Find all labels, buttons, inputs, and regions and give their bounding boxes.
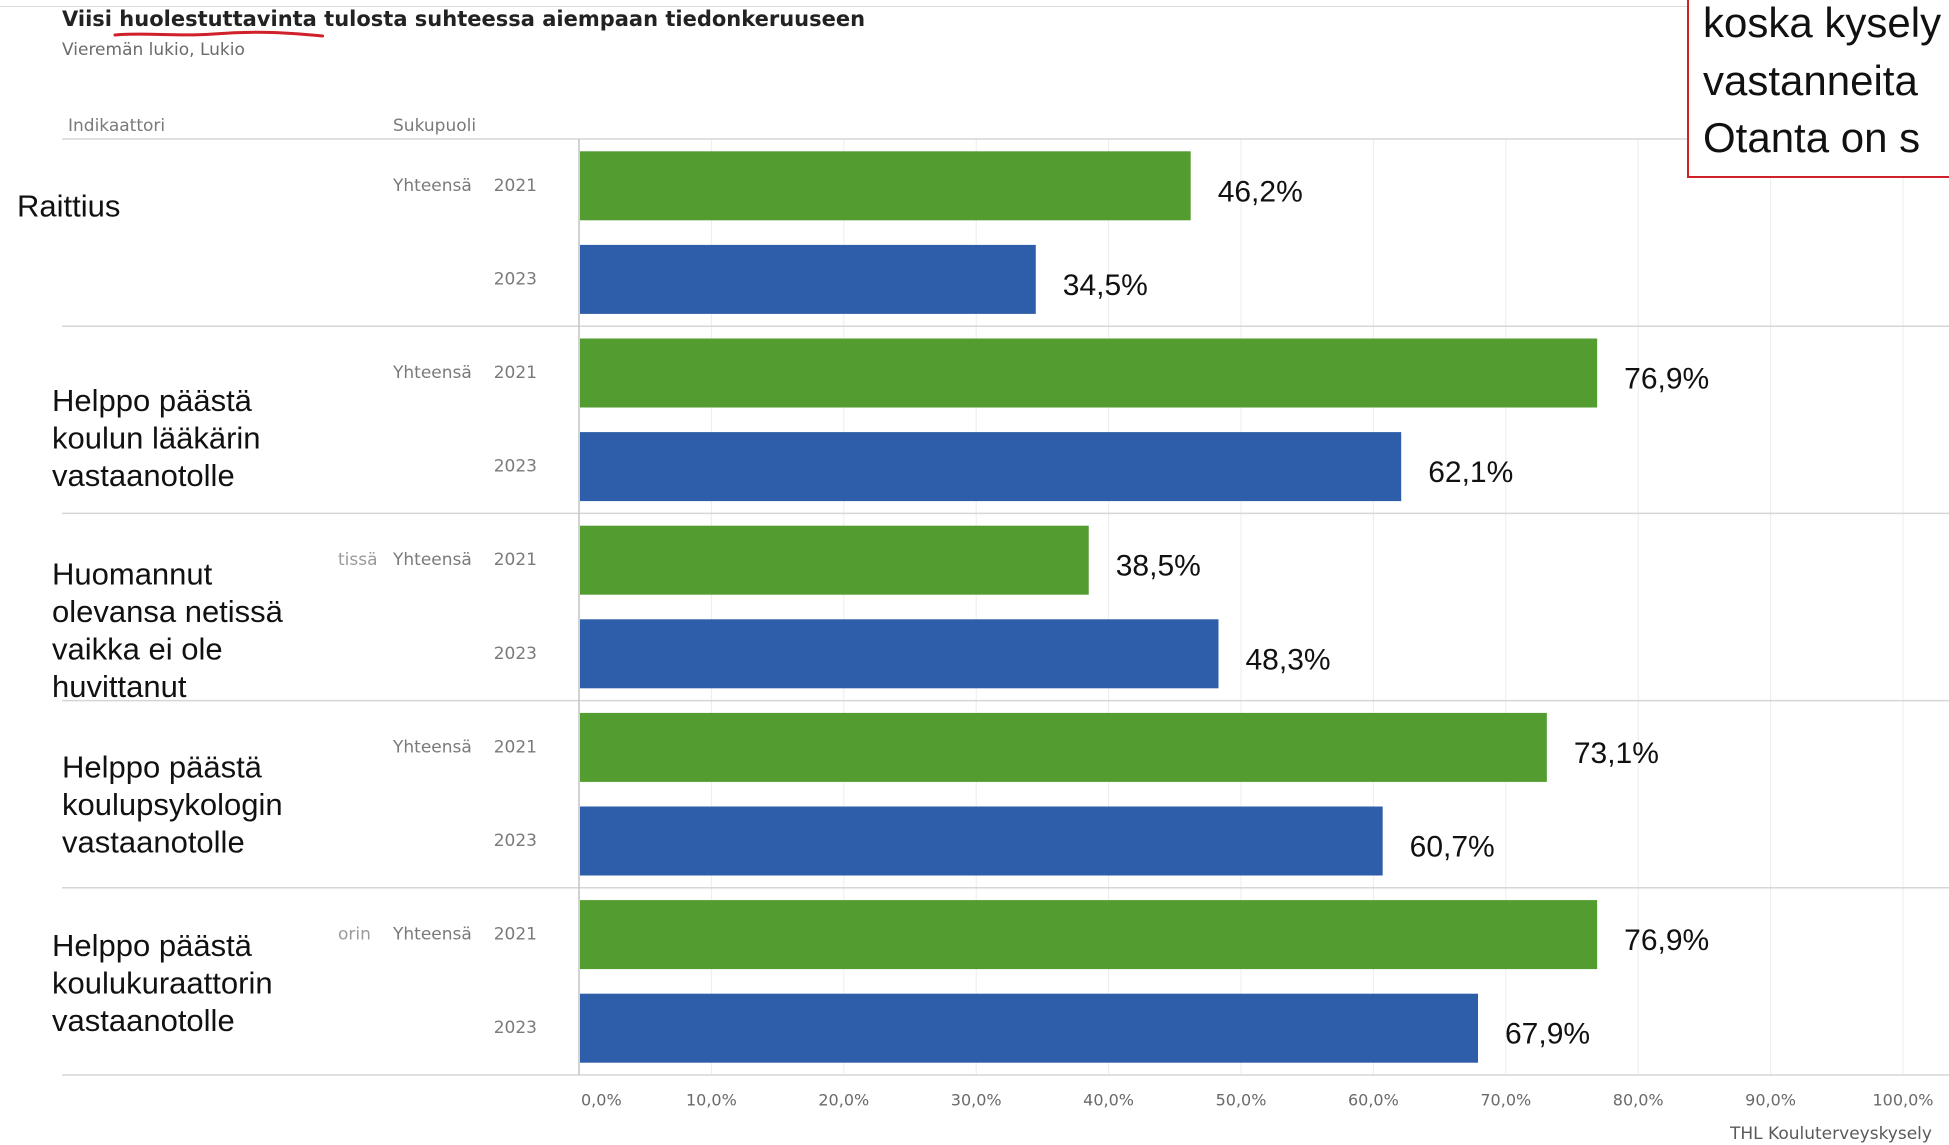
title-highlighted-word: huolestuttavinta [119,7,317,31]
indicator-label-line: vastaanotolle [52,458,235,493]
row-label-year: 2021 [494,176,537,196]
covered-label-fragment: orin [338,925,371,945]
indicator-label-line: vaikka ei ole [52,632,223,667]
bar-2023 [580,993,1478,1063]
data-label: 46,2% [1218,175,1303,208]
x-tick-label: 20,0% [818,1091,869,1110]
data-label: 34,5% [1063,269,1148,302]
covered-label-fragments: tissä orin [338,550,378,944]
indicator-label-line: huvittanut [52,669,187,704]
x-tick-label: 100,0% [1872,1091,1933,1110]
annotation-line-3: Otanta on s [1703,114,1921,161]
indicator-label-line: vastaanotolle [52,1003,235,1038]
row-label-year: 2021 [494,737,537,757]
row-label-year: 2023 [494,269,537,289]
x-tick-label: 70,0% [1480,1091,1531,1110]
indicator-label-line: Huomannut [52,557,213,592]
page-subtitle: Vieremän lukio, Lukio [62,40,245,60]
bar-2021 [580,338,1598,408]
x-tick-label: 80,0% [1613,1091,1664,1110]
row-label-gender: Yhteensä [392,363,472,383]
indicator-label-line: olevansa netissä [52,594,284,629]
bar-2023 [580,619,1219,689]
bar-2021 [580,712,1547,782]
indicator-label-line: Raittius [17,189,120,224]
annotation-line-2: vastanneita [1703,56,1918,104]
x-tick-label: 0,0% [581,1091,622,1110]
row-label-year: 2023 [494,831,537,851]
row-label-gender: Yhteensä [392,925,472,945]
bar-2021 [580,900,1598,970]
indicator-label-line: vastaanotolle [62,825,245,860]
red-handdrawn-underline [115,30,323,39]
row-label-gender: Yhteensä [392,550,472,570]
annotation-line-1: koska kysely [1703,0,1942,46]
x-tick-label: 30,0% [951,1091,1002,1110]
indicator-label-line: koulupsykologin [62,787,283,822]
x-tick-label: 60,0% [1348,1091,1399,1110]
bar-2023 [580,432,1402,502]
data-label: 48,3% [1245,643,1330,676]
row-label-year: 2023 [494,457,537,477]
row-label-gender: Yhteensä [392,176,472,196]
source-credit: THL Kouluterveyskysely [1730,1125,1932,1143]
x-tick-label: 90,0% [1745,1091,1796,1110]
page-title: Viisi huolestuttavinta tulosta suhteessa… [62,7,865,31]
column-header-gender: Sukupuoli [393,116,477,136]
bar-2021 [580,151,1191,221]
x-axis-tick-labels: 0,0% 10,0% 20,0% 30,0% 40,0% 50,0% 60,0% 70,0% 8… [581,1091,1934,1110]
indicator-label-line: Helppo päästä [62,750,263,785]
row-separators [62,138,1949,1076]
title-text-end: tulosta suhteessa aiempaan tiedonkeruuse… [316,7,866,31]
data-label: 76,9% [1624,924,1709,957]
data-label: 60,7% [1410,831,1495,864]
indicator-label-line: koulun lääkärin [52,421,261,456]
x-tick-label: 50,0% [1216,1091,1267,1110]
row-label-gender: Yhteensä [392,737,472,757]
x-tick-label: 10,0% [686,1091,737,1110]
row-labels: 2021 Yhteensä 2023 2021 Yhteensä 2023 2021 Yhte… [392,176,537,1038]
column-header-indicator: Indikaattori [68,116,166,136]
annotation-text: koska kysely vastanneita Otanta on s [1703,0,1941,167]
bar-2023 [580,806,1383,876]
row-label-year: 2021 [494,925,537,945]
bar-2023 [580,244,1036,314]
red-annotation-box: koska kysely vastanneita Otanta on s [1687,0,1949,178]
covered-label-fragment: tissä [338,550,378,570]
bars [580,151,1598,1063]
data-label: 76,9% [1624,363,1709,396]
data-labels: 46,2% 34,5% 76,9% 62,1% 38,5% 48,3% 73,1% 60,7%… [1063,175,1709,1050]
row-label-year: 2023 [494,644,537,664]
data-label: 73,1% [1574,737,1659,770]
indicator-label-line: Helppo päästä [52,928,253,963]
title-text-start: Viisi [62,7,120,31]
row-label-year: 2021 [494,550,537,570]
indicator-label-line: Helppo päästä [52,383,253,418]
x-tick-label: 40,0% [1083,1091,1134,1110]
title-highlight-text: huolestuttavinta [119,7,317,31]
indicator-label-line: koulukuraattorin [52,965,273,1000]
data-label: 38,5% [1116,550,1201,583]
row-label-year: 2021 [494,363,537,383]
bar-2021 [580,525,1089,595]
row-label-year: 2023 [494,1018,537,1038]
data-label: 62,1% [1428,456,1513,489]
top-divider [0,6,1687,7]
data-label: 67,9% [1505,1018,1590,1051]
